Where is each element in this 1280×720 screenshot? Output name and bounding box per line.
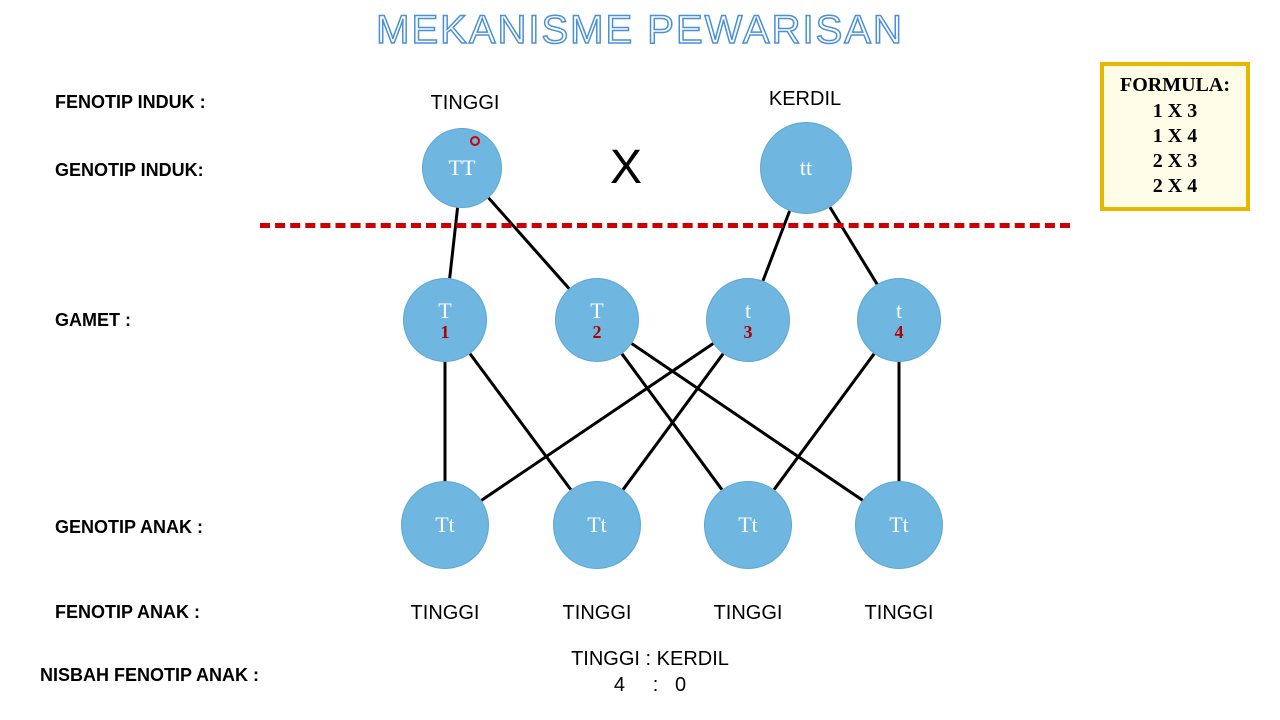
node-genotype: Tt (435, 512, 455, 538)
node-genotype: t (896, 298, 902, 324)
parent-node: TT (422, 128, 502, 208)
cross-symbol: X (610, 140, 642, 195)
offspring-phenotype: TINGGI (693, 602, 803, 625)
node-genotype: Tt (738, 512, 758, 538)
node-genotype: Tt (889, 512, 909, 538)
ratio-line1: TINGGI : KERDIL (520, 648, 780, 671)
node-genotype: tt (800, 155, 812, 181)
pointer-dot-icon (470, 136, 480, 146)
ratio-line2: 4 : 0 (520, 674, 780, 697)
offspring-phenotype: TINGGI (844, 602, 954, 625)
label-fenotip-anak: FENOTIP ANAK : (55, 602, 200, 623)
formula-title: FORMULA: (1120, 74, 1230, 97)
label-genotip-induk: GENOTIP INDUK: (55, 160, 204, 181)
formula-row: 2 X 3 (1120, 149, 1230, 174)
divider-line (260, 223, 1070, 228)
node-number: 1 (441, 322, 450, 343)
node-genotype: T (590, 298, 603, 324)
formula-box: FORMULA: 1 X 31 X 42 X 32 X 4 (1100, 62, 1250, 211)
node-number: 4 (895, 322, 904, 343)
gamete-node: T2 (555, 278, 639, 362)
formula-row: 1 X 4 (1120, 124, 1230, 149)
node-genotype: t (745, 298, 751, 324)
formula-row: 1 X 3 (1120, 99, 1230, 124)
page-title: MEKANISME PEWARISAN (0, 8, 1280, 53)
gamete-node: T1 (403, 278, 487, 362)
node-genotype: T (438, 298, 451, 324)
parent2-phenotype: KERDIL (760, 88, 850, 111)
node-genotype: TT (449, 155, 476, 181)
label-gamet: GAMET : (55, 310, 131, 331)
gamete-node: t4 (857, 278, 941, 362)
formula-row: 2 X 4 (1120, 174, 1230, 199)
offspring-node: Tt (855, 481, 943, 569)
offspring-node: Tt (704, 481, 792, 569)
offspring-phenotype: TINGGI (390, 602, 500, 625)
diagram-stage: MEKANISME PEWARISAN TTttT1T2t3t4TtTtTtTt… (0, 0, 1280, 720)
offspring-node: Tt (401, 481, 489, 569)
node-genotype: Tt (587, 512, 607, 538)
label-fenotip-induk: FENOTIP INDUK : (55, 92, 206, 113)
node-number: 2 (593, 322, 602, 343)
label-genotip-anak: GENOTIP ANAK : (55, 517, 203, 538)
label-nisbah-fenotip: NISBAH FENOTIP ANAK : (40, 665, 259, 686)
offspring-phenotype: TINGGI (542, 602, 652, 625)
offspring-node: Tt (553, 481, 641, 569)
node-number: 3 (744, 322, 753, 343)
parent-node: tt (760, 122, 852, 214)
parent1-phenotype: TINGGI (420, 92, 510, 115)
gamete-node: t3 (706, 278, 790, 362)
